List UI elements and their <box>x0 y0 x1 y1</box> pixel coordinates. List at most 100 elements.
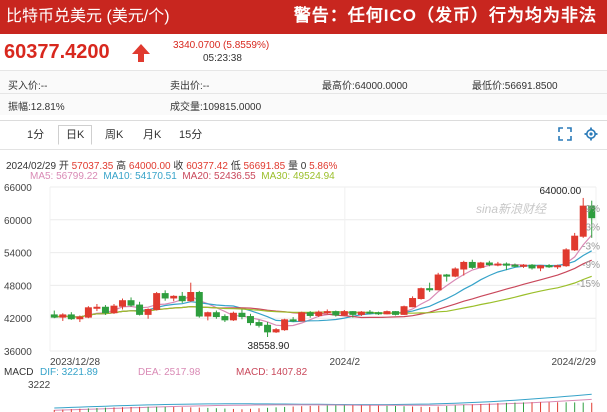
pct-tick-label: -15% <box>577 279 600 290</box>
candle-body <box>477 262 485 268</box>
period-tabs: 1分 日K 周K 月K 15分 <box>0 121 607 150</box>
header-bar: 比特币兑美元 (美元/个) 警告：任何ICO（发币）行为均为非法 <box>0 0 607 34</box>
candle-body <box>340 311 348 316</box>
tab-15min[interactable]: 15分 <box>179 129 203 141</box>
candle-body <box>383 311 391 315</box>
candle-body <box>281 319 289 331</box>
candle-body <box>255 322 263 326</box>
ask-price: 卖出价:-- <box>170 81 210 92</box>
macd-label: MACD <box>4 367 33 378</box>
x-tick-label: 2024/2/29 <box>552 357 597 368</box>
settings-icon[interactable] <box>583 127 599 143</box>
current-price: 60377.4200 <box>4 41 110 63</box>
ma30-line <box>54 275 592 318</box>
pct-tick-label: 9% <box>586 204 601 215</box>
candle-body <box>289 319 297 322</box>
candle-body <box>110 305 118 314</box>
candle-body <box>50 314 58 318</box>
macd-dif: DIF: 3221.89 <box>40 367 98 378</box>
candle-body <box>400 306 408 315</box>
ohlc-date: 2024/02/29 <box>6 161 57 172</box>
candle-body <box>562 249 570 267</box>
tab-1min[interactable]: 1分 <box>27 129 45 141</box>
low-value: 56691.85 <box>243 161 286 172</box>
candle-body <box>323 311 331 314</box>
candle-body <box>204 312 212 317</box>
ma5-line <box>54 234 593 327</box>
candle-body <box>349 311 357 315</box>
candle-body <box>153 293 161 310</box>
macd-dea: DEA: 2517.98 <box>138 367 201 378</box>
low-price: 最低价:56691.8500 <box>472 81 558 92</box>
close-value: 60377.42 <box>186 161 228 172</box>
candle-body <box>119 300 127 307</box>
amplitude: 振幅:12.81% <box>8 102 65 113</box>
close-label: 收 <box>173 161 184 172</box>
candle-body <box>545 265 553 268</box>
tab-daily[interactable]: 日K <box>58 125 93 145</box>
candle-body <box>588 205 596 219</box>
candle-body <box>443 274 451 277</box>
high-value: 64000.00 <box>128 161 171 172</box>
macd-dif-line <box>54 393 592 409</box>
max-annotation: 64000.00 <box>539 186 581 197</box>
tab-weekly[interactable]: 周K <box>105 129 124 141</box>
candle-body <box>272 329 280 333</box>
candle-body <box>93 306 101 309</box>
stats-panel: 买入价:-- 卖出价:-- 最高价:64000.0000 最低价:56691.8… <box>0 70 607 115</box>
candlestick-chart: 66000 60000 54000 48000 42000 36000 9% 3% -3% -9%… <box>4 183 601 412</box>
ohlc-readout: 2024/02/29 开 57037.35 高 64000.00 收 60377… <box>6 157 337 172</box>
macd-value: MACD: 1407.82 <box>236 367 308 378</box>
ma5-label: MA5: 56799.22 <box>30 171 98 182</box>
y-tick-label: 48000 <box>4 281 32 292</box>
volume-value: 0 <box>300 161 307 172</box>
ma10-line <box>54 250 592 323</box>
candle-body <box>366 311 374 314</box>
candle-body <box>170 295 178 299</box>
candle-body <box>519 264 527 267</box>
ma-legend: MA5: 56799.22 MA10: 54170.51 MA20: 52436… <box>30 171 335 182</box>
expand-icon[interactable] <box>557 127 573 143</box>
candle-body <box>571 235 579 251</box>
high-price: 最高价:64000.0000 <box>322 81 408 92</box>
y-tick-label: 66000 <box>4 183 32 194</box>
y-tick-label: 42000 <box>4 314 32 325</box>
candle-body <box>332 311 340 316</box>
bid-price: 买入价:-- <box>8 81 48 92</box>
stats-divider <box>0 93 607 94</box>
macd-axis-label: 3222 <box>28 380 51 391</box>
candle-body <box>84 307 92 318</box>
ma30-label: MA30: 49524.94 <box>261 171 335 182</box>
candle-body <box>101 306 109 314</box>
macd-dea-line <box>54 398 592 411</box>
candle-body <box>494 263 502 266</box>
candle-body <box>264 324 272 333</box>
pct-tick-label: -9% <box>582 260 600 271</box>
candle-body <box>485 262 493 266</box>
candle-body <box>246 316 254 324</box>
candle-body <box>537 265 545 269</box>
candle-body <box>59 314 67 318</box>
page-title: 比特币兑美元 (美元/个) <box>6 8 170 25</box>
candle-body <box>460 261 468 270</box>
sina-watermark: sina新浪财经 <box>476 202 548 216</box>
ico-warning-banner: 警告：任何ICO（发币）行为均为非法 <box>293 6 597 25</box>
candle-body <box>357 311 365 315</box>
min-annotation: 38558.90 <box>248 341 290 352</box>
quote-time: 05:23:38 <box>203 53 242 64</box>
candle-body <box>127 300 135 306</box>
volume-label: 量 <box>287 161 298 172</box>
candle-body <box>161 293 169 299</box>
tab-monthly[interactable]: 月K <box>143 129 162 141</box>
candle-body <box>315 311 323 316</box>
candle-body <box>468 261 476 268</box>
candle-body <box>144 308 152 315</box>
pct-tick-label: 3% <box>586 223 601 234</box>
x-tick-label: 2024/2 <box>330 357 361 368</box>
ma20-label: MA20: 52436.55 <box>182 171 256 182</box>
candle-body <box>554 265 562 268</box>
candle-body <box>528 264 536 269</box>
open-label: 开 <box>58 161 69 172</box>
candle-body <box>434 274 442 291</box>
ma10-label: MA10: 54170.51 <box>103 171 177 182</box>
